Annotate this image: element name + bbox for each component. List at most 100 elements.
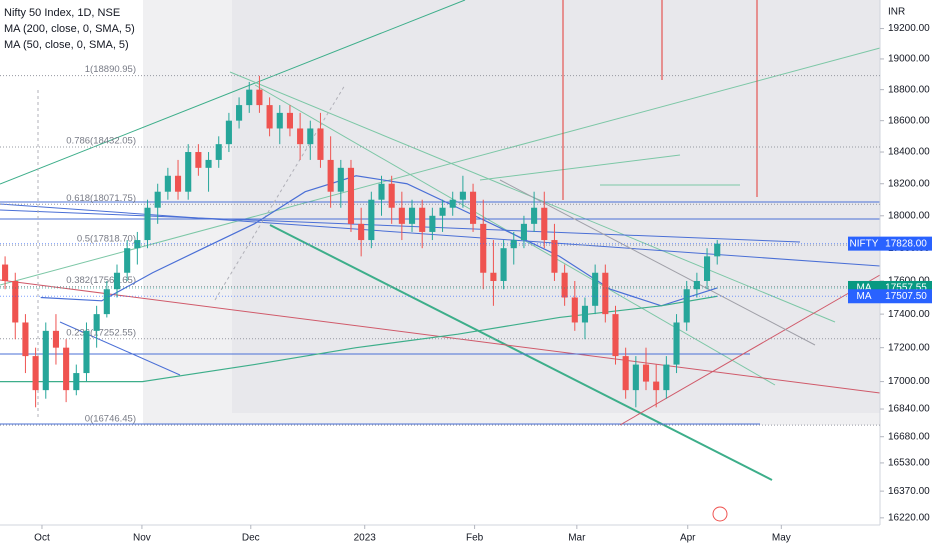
candle-body [63,347,70,391]
candle-body [602,272,609,315]
candle-body [225,120,232,145]
candle-body [124,248,131,273]
candle-body [256,89,263,106]
y-tick-label: 17200.00 [888,342,930,353]
legend-symbol: Nifty 50 Index, 1D, NSE [4,7,120,19]
candle-body [581,305,589,323]
candle-body [337,167,344,192]
x-tick-label: Nov [133,533,151,544]
trend-line [499,179,816,346]
candle-body [551,240,558,273]
y-tick-label: 17400.00 [888,309,930,320]
y-tick-label: 16220.00 [888,512,930,523]
candle-body [195,152,202,168]
candle-body [276,112,283,129]
x-tick-label: Oct [34,533,50,544]
price-tag-name: MA [857,283,872,294]
candle-body [327,159,334,192]
candle-body [673,322,680,365]
price-tag-name: MA [857,291,872,302]
candle-body [103,289,110,315]
candle-body [632,364,639,391]
trend-line [59,321,181,376]
candle-body [73,373,80,391]
ma-line [0,295,718,383]
candle-body [388,183,395,208]
fib-label: 1(18890.95) [85,64,136,75]
y-tick-label: 19000.00 [888,54,930,65]
candle-body [236,105,243,121]
candle-body [571,297,578,323]
candle-body [307,128,314,145]
candle-body [12,280,19,323]
x-tick-label: May [772,533,791,544]
x-tick-label: Feb [466,533,484,544]
price-tag-value: 17828.00 [885,238,927,249]
candle-body [612,314,619,357]
x-tick-label: Dec [242,533,260,544]
candle-body [246,89,253,106]
candle-body [154,191,161,208]
candle-body [144,207,151,241]
candle-body [317,128,324,160]
candle-body [561,272,568,298]
candle-body [459,191,466,200]
y-tick-label: 18000.00 [888,210,930,221]
candle-body [83,330,90,374]
candle-body [22,322,29,357]
fib-label: 0.618(18071.75) [66,193,136,204]
price-tag-bg [880,236,932,251]
candle-body [683,289,690,323]
candle-body [42,330,49,391]
price-tag-bg [880,289,932,304]
fib-label: 0.5(17818.70) [77,234,136,245]
candle-body [32,356,39,391]
candle-body [622,356,629,391]
fib-label: 0(16746.45) [85,414,136,425]
candle-body [164,175,171,192]
y-tick-label: 16370.00 [888,486,930,497]
candle-body [93,314,100,331]
currency: INR [888,7,905,18]
candle-body [470,191,477,224]
candle-body [653,381,660,391]
price-tag-name-bg [848,289,880,304]
candle-body [693,280,700,290]
candle-body [408,207,416,224]
y-tick-label: 19200.00 [888,23,930,34]
candle-body [439,207,446,216]
candle-body [134,240,141,249]
candle-body [286,112,293,129]
candle-body [480,223,487,273]
y-tick-label: 17000.00 [888,376,930,387]
y-tick-label: 18200.00 [888,178,930,189]
candle-body [714,243,721,257]
candle-body [419,207,426,232]
fib-label: 0.786(18432.05) [66,135,136,146]
fib-label: 0.382(17565.65) [66,275,136,286]
candle-body [297,128,304,145]
candle-body [531,207,538,224]
candle-body [449,199,456,208]
candle-body [185,152,192,192]
fib-label: 0.236(17252.55) [66,327,136,338]
candle-body [113,272,121,290]
trend-line [479,154,681,181]
trend-line [0,0,466,185]
y-tick-label: 16680.00 [888,431,930,442]
x-tick-label: Mar [568,533,586,544]
legend-ma50: MA (50, close, 0, SMA, 5) [4,39,129,51]
y-tick-label: 18400.00 [888,147,930,158]
price-tag-name-bg [848,236,880,251]
candle-body [642,364,650,382]
candle-body [2,264,9,281]
candle-body [368,199,375,241]
candle-body [52,330,60,348]
candle-body [347,167,355,224]
event-icon[interactable] [712,506,728,522]
candle-body [663,364,670,391]
price-tag-value: 17557.55 [885,283,927,294]
trend-line [0,47,881,286]
trend-line [0,209,801,243]
